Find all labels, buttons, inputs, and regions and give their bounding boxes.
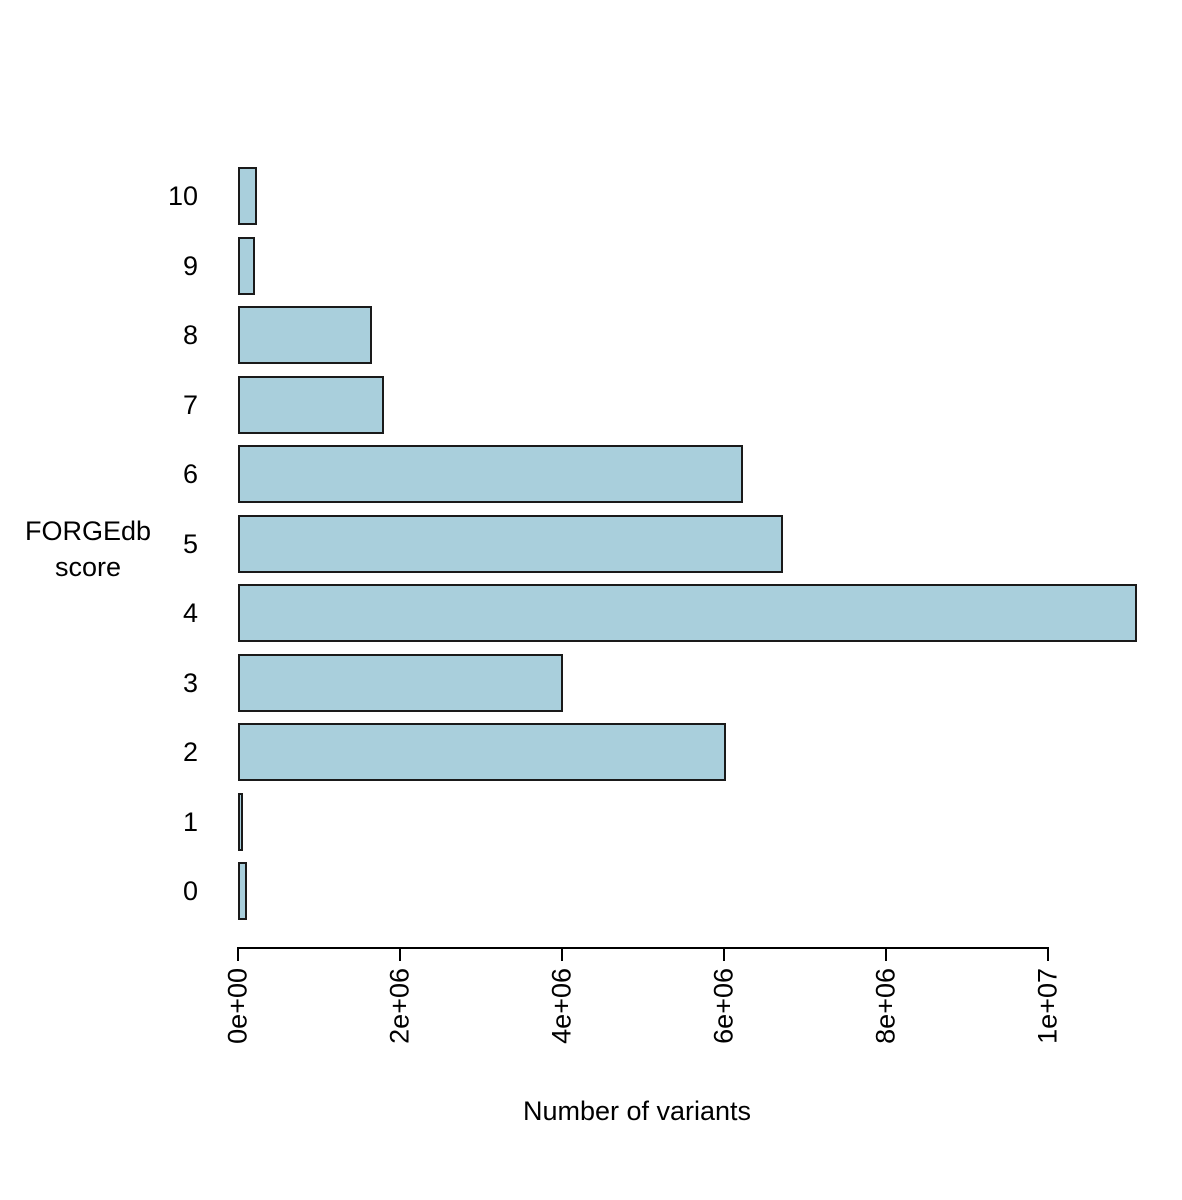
y-category-label-4: 4 — [182, 598, 198, 628]
x-tick-8e+06 — [885, 948, 887, 961]
x-tick-label-4e+06: 4e+06 — [546, 968, 577, 1044]
bar-score-10 — [238, 167, 258, 225]
bar-score-2 — [238, 723, 726, 781]
y-axis-title-line2: score — [54, 552, 122, 582]
y-category-label-8: 8 — [182, 320, 198, 350]
bar-score-0 — [238, 862, 247, 920]
bar-score-7 — [238, 375, 384, 434]
bar-score-1 — [238, 792, 243, 851]
y-category-label-9: 9 — [182, 250, 198, 281]
bar-score-5 — [238, 514, 784, 573]
x-tick-1e+07 — [1047, 948, 1049, 961]
y-category-label-0: 0 — [182, 876, 198, 906]
bar-score-4 — [238, 584, 1138, 642]
x-tick-label-1e+07: 1e+07 — [1032, 968, 1063, 1044]
bar-score-6 — [238, 445, 743, 503]
bar-score-3 — [238, 653, 563, 712]
x-tick-label-2e+06: 2e+06 — [384, 968, 415, 1044]
x-tick-label-0e+00: 0e+00 — [222, 968, 253, 1044]
x-tick-6e+06 — [723, 948, 725, 961]
y-axis-title-line1: FORGEdb — [24, 516, 152, 546]
x-tick-0e+00 — [237, 948, 239, 961]
bar-score-9 — [238, 236, 255, 295]
x-axis-line — [237, 947, 1049, 949]
y-axis-title: FORGEdb score — [8, 513, 168, 585]
y-category-label-7: 7 — [182, 389, 198, 420]
x-axis-title: Number of variants — [522, 1096, 752, 1126]
y-category-label-2: 2 — [182, 737, 198, 767]
y-category-label-5: 5 — [182, 528, 198, 559]
y-category-label-10: 10 — [167, 181, 198, 211]
x-tick-label-6e+06: 6e+06 — [708, 968, 739, 1044]
y-category-label-6: 6 — [182, 459, 198, 489]
bar-score-8 — [238, 306, 372, 364]
x-tick-4e+06 — [561, 948, 563, 961]
y-category-label-1: 1 — [182, 806, 198, 837]
x-tick-2e+06 — [399, 948, 401, 961]
x-tick-label-8e+06: 8e+06 — [870, 968, 901, 1044]
y-category-label-3: 3 — [182, 667, 198, 698]
